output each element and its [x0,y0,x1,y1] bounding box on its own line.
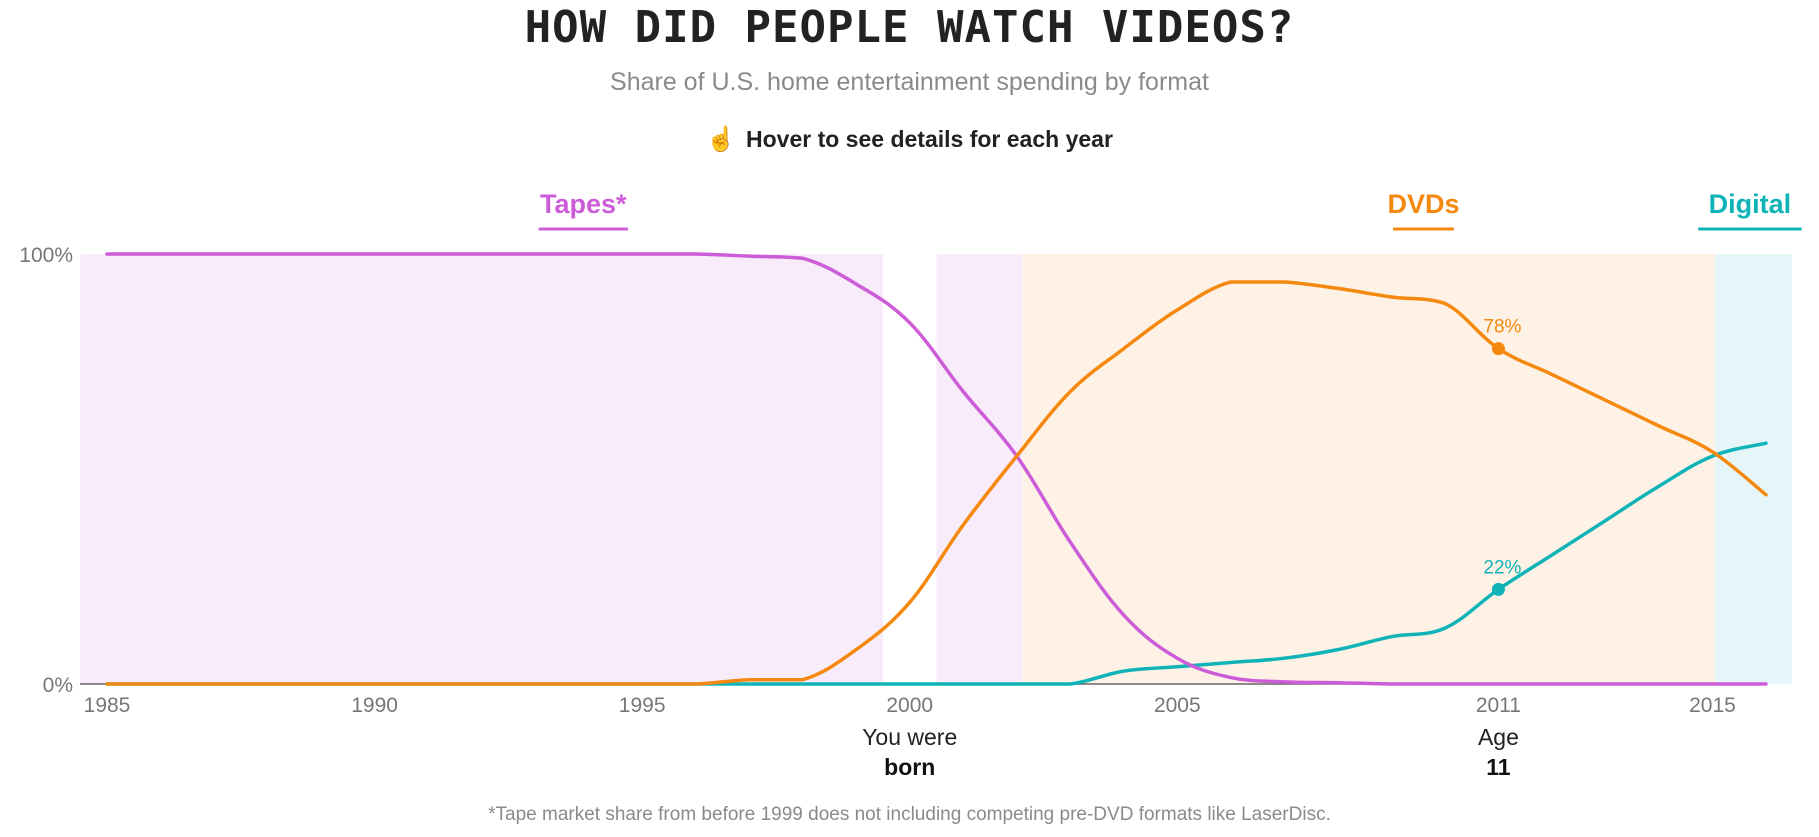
legend-label-digital: Digital [1709,189,1792,219]
digital-value-label: 22% [1483,557,1521,578]
tapes-era-band [936,254,1023,684]
hover-hint: ☝ Hover to see details for each year [0,125,1819,154]
chart-subtitle: Share of U.S. home entertainment spendin… [610,68,1209,96]
x-tick-label: 1990 [351,694,398,717]
dvds-series-line[interactable] [105,280,1768,686]
dvds-value-label: 78% [1483,317,1521,338]
annotation-line2: born [884,754,935,780]
x-tick-label: 2005 [1154,694,1201,717]
digital-era-band [1715,254,1792,684]
hover-hint-text: Hover to see details for each year [746,126,1113,152]
x-tick-label: 2000 [886,694,933,717]
annotation-line2: 11 [1486,754,1511,780]
line-chart[interactable]: 0% 100% 1985 1990 1995 2000 2005 2011 2015 Tapes*… [0,0,1819,800]
x-tick-label: 2011 [1476,694,1521,717]
annotation-line1: You were [862,724,957,750]
footnote: *Tape market share from before 1999 does… [488,804,1331,825]
tapes-era-band [80,254,883,684]
digital-highlight-point[interactable] [1491,582,1505,596]
legend-label-tapes: Tapes* [540,189,627,219]
x-tick-label: 1985 [84,694,131,717]
y-tick-label: 0% [43,674,73,697]
annotation-line1: Age [1478,724,1519,750]
legend-label-dvds: DVDs [1387,189,1459,219]
dvds-highlight-point[interactable] [1491,342,1505,356]
y-tick-label: 100% [19,244,73,267]
x-tick-label: 1995 [619,694,666,717]
chart-title: HOW DID PEOPLE WATCH VIDEOS? [524,2,1295,53]
tapes-series-line[interactable] [105,252,1768,686]
dvds-era-band [1022,254,1716,684]
x-tick-label: 2015 [1689,694,1736,717]
pointing-hand-icon: ☝ [706,126,736,153]
